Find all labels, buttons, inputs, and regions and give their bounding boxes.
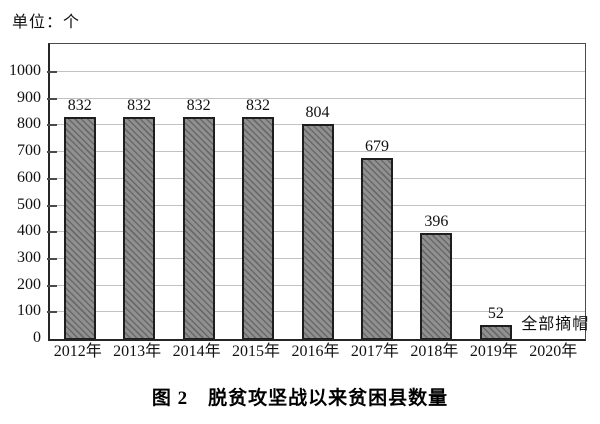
y-axis-tick xyxy=(47,124,57,127)
bar-2012年 xyxy=(63,116,96,339)
bar-2013年 xyxy=(123,116,156,339)
x-tick-label: 2016年 xyxy=(291,343,340,360)
x-tick-label: 2013年 xyxy=(113,343,162,360)
x-tick-label: 2012年 xyxy=(53,343,102,360)
x-tick-label: 2015年 xyxy=(232,343,281,360)
x-tick-label: 2014年 xyxy=(172,343,221,360)
bar-2015年 xyxy=(242,116,275,339)
annotation-label: 全部摘帽 xyxy=(521,316,590,333)
x-tick-label: 2019年 xyxy=(469,343,518,360)
gridline xyxy=(50,71,585,72)
bar-2017年 xyxy=(360,157,393,339)
bar-value-label: 52 xyxy=(487,305,504,323)
y-axis-tick xyxy=(47,71,57,73)
bar-value-label: 804 xyxy=(305,104,330,122)
y-tick-label: 200 xyxy=(17,275,41,293)
bar-value-label: 396 xyxy=(424,213,449,231)
plot-area: 832 832 832 832 804 679 396 52 全部摘帽 xyxy=(47,43,588,341)
y-axis-tick xyxy=(47,204,57,207)
bar-2014年 xyxy=(182,116,215,339)
y-tick-label: 400 xyxy=(17,222,41,240)
bar-value-label: 679 xyxy=(364,137,389,155)
y-tick-label: 900 xyxy=(17,88,41,106)
bar-2019年 xyxy=(479,325,512,339)
y-tick-label: 800 xyxy=(17,115,41,133)
y-axis-tick xyxy=(47,311,57,314)
figure-caption: 图 2 脱贫攻坚战以来贫困县数量 xyxy=(151,388,449,409)
x-tick-label: 2018年 xyxy=(410,343,459,360)
y-tick-label: 700 xyxy=(17,142,41,160)
bar-2018年 xyxy=(420,233,453,339)
bar-2016年 xyxy=(301,124,334,339)
bar-value-label: 832 xyxy=(246,96,271,114)
y-axis-tick xyxy=(47,284,57,287)
x-tick-label: 2020年 xyxy=(529,343,578,360)
y-tick-label: 100 xyxy=(17,302,41,320)
gridline xyxy=(50,97,585,99)
y-axis-tick xyxy=(47,231,57,234)
y-axis-tick xyxy=(47,177,57,180)
unit-label: 单位：个 xyxy=(12,14,81,31)
y-axis-tick xyxy=(47,257,57,260)
bar-value-label: 832 xyxy=(67,96,92,114)
bar-value-label: 832 xyxy=(127,96,152,114)
y-tick-label: 0 xyxy=(33,329,41,346)
bar-value-label: 832 xyxy=(186,96,211,114)
y-tick-label: 600 xyxy=(17,168,41,186)
x-tick-label: 2017年 xyxy=(350,343,399,360)
y-axis-tick xyxy=(47,97,57,100)
y-tick-label: 300 xyxy=(17,248,41,266)
y-tick-label: 1000 xyxy=(9,62,41,79)
y-tick-label: 500 xyxy=(17,195,41,213)
y-axis-tick xyxy=(47,151,57,154)
